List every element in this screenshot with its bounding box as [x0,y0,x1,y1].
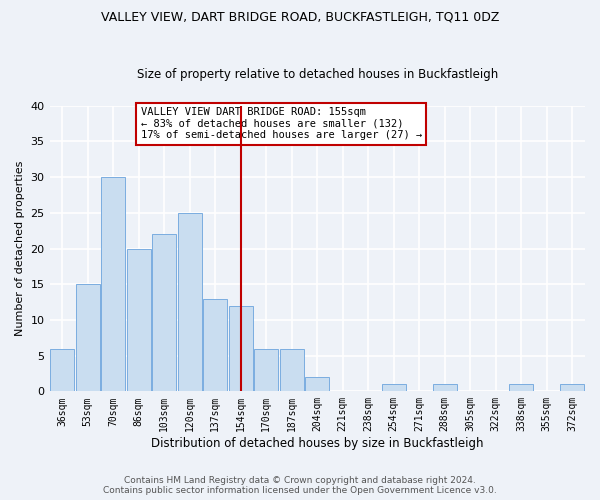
Bar [76,284,100,392]
Bar [254,348,278,392]
Bar [382,384,406,392]
Text: VALLEY VIEW, DART BRIDGE ROAD, BUCKFASTLEIGH, TQ11 0DZ: VALLEY VIEW, DART BRIDGE ROAD, BUCKFASTL… [101,10,499,23]
Bar [203,298,227,392]
Bar [560,384,584,392]
X-axis label: Distribution of detached houses by size in Buckfastleigh: Distribution of detached houses by size … [151,437,484,450]
Bar [101,177,125,392]
Bar [152,234,176,392]
Bar [178,213,202,392]
Text: Contains HM Land Registry data © Crown copyright and database right 2024.
Contai: Contains HM Land Registry data © Crown c… [103,476,497,495]
Text: VALLEY VIEW DART BRIDGE ROAD: 155sqm
← 83% of detached houses are smaller (132)
: VALLEY VIEW DART BRIDGE ROAD: 155sqm ← 8… [140,107,422,140]
Bar [280,348,304,392]
Title: Size of property relative to detached houses in Buckfastleigh: Size of property relative to detached ho… [137,68,498,81]
Bar [433,384,457,392]
Y-axis label: Number of detached properties: Number of detached properties [15,161,25,336]
Bar [229,306,253,392]
Bar [305,377,329,392]
Bar [50,348,74,392]
Bar [127,248,151,392]
Bar [509,384,533,392]
